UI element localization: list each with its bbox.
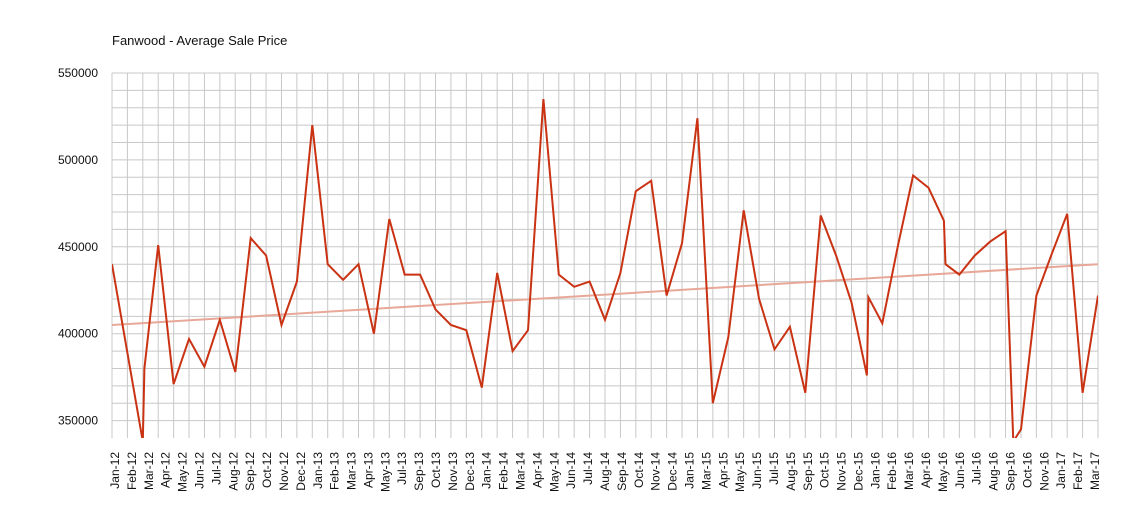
x-tick-label: Jan-12 <box>108 452 122 489</box>
x-tick-label: May-13 <box>378 452 392 492</box>
x-tick-label: Feb-17 <box>1071 452 1085 490</box>
x-tick-label: Sep-12 <box>243 452 257 491</box>
x-tick-label: Dec-12 <box>294 452 308 491</box>
x-tick-label: Apr-12 <box>159 452 173 488</box>
x-tick-label: Apr-16 <box>919 452 933 488</box>
x-tick-label: Apr-14 <box>530 452 544 488</box>
chart-title: Fanwood - Average Sale Price <box>112 33 288 48</box>
x-tick-label: Jan-16 <box>868 452 882 489</box>
x-tick-label: May-16 <box>936 452 950 492</box>
x-tick-label: Aug-12 <box>226 452 240 491</box>
y-tick-label: 400000 <box>58 327 98 341</box>
x-tick-label: Dec-15 <box>851 452 865 491</box>
x-tick-label: Dec-13 <box>463 452 477 491</box>
x-tick-label: Apr-13 <box>361 452 375 488</box>
x-tick-label: Jun-14 <box>564 452 578 489</box>
x-tick-label: May-14 <box>547 452 561 492</box>
x-tick-label: May-12 <box>176 452 190 492</box>
series-line <box>112 99 1098 438</box>
x-tick-label: Mar-15 <box>699 452 713 490</box>
x-tick-label: Mar-14 <box>514 452 528 490</box>
x-tick-label: Sep-16 <box>1004 452 1018 491</box>
x-tick-label: Nov-15 <box>835 452 849 491</box>
x-tick-label: Jul-15 <box>767 452 781 485</box>
x-tick-label: Aug-14 <box>598 452 612 491</box>
x-tick-label: Oct-16 <box>1020 452 1034 488</box>
y-tick-label: 500000 <box>58 153 98 167</box>
x-tick-label: Feb-12 <box>125 452 139 490</box>
x-tick-label: Jan-17 <box>1054 452 1068 489</box>
x-tick-label: Jun-15 <box>750 452 764 489</box>
x-tick-label: Jul-13 <box>395 452 409 485</box>
y-tick-label: 550000 <box>58 66 98 80</box>
x-tick-label: Jan-13 <box>311 452 325 489</box>
x-tick-label: Oct-12 <box>260 452 274 488</box>
x-tick-label: Mar-17 <box>1088 452 1102 490</box>
x-tick-label: May-15 <box>733 452 747 492</box>
x-tick-label: Aug-15 <box>784 452 798 491</box>
x-tick-label: Jun-16 <box>953 452 967 489</box>
x-tick-label: Sep-13 <box>412 452 426 491</box>
x-tick-label: Nov-12 <box>277 452 291 491</box>
x-tick-label: Mar-16 <box>902 452 916 490</box>
x-tick-label: Mar-12 <box>142 452 156 490</box>
x-tick-label: Jul-12 <box>209 452 223 485</box>
x-tick-label: Apr-15 <box>716 452 730 488</box>
x-tick-label: Nov-13 <box>446 452 460 491</box>
x-tick-label: Feb-16 <box>885 452 899 490</box>
x-tick-label: Oct-13 <box>429 452 443 488</box>
x-tick-label: Nov-14 <box>649 452 663 491</box>
y-tick-label: 350000 <box>58 414 98 428</box>
x-tick-label: Sep-15 <box>801 452 815 491</box>
x-tick-label: Jun-12 <box>192 452 206 489</box>
x-tick-label: Jul-16 <box>970 452 984 485</box>
trend-line <box>112 263 1098 327</box>
x-tick-label: Aug-16 <box>987 452 1001 491</box>
x-tick-label: Dec-14 <box>666 452 680 491</box>
x-tick-label: Mar-13 <box>345 452 359 490</box>
x-tick-label: Jan-15 <box>682 452 696 489</box>
y-tick-label: 450000 <box>58 240 98 254</box>
x-tick-label: Sep-14 <box>615 452 629 491</box>
x-tick-label: Oct-14 <box>632 452 646 488</box>
x-tick-label: Nov-16 <box>1037 452 1051 491</box>
x-tick-label: Feb-13 <box>328 452 342 490</box>
x-tick-label: Jan-14 <box>480 452 494 489</box>
x-tick-label: Jul-14 <box>581 452 595 485</box>
x-tick-label: Oct-15 <box>818 452 832 488</box>
x-tick-label: Feb-14 <box>497 452 511 490</box>
